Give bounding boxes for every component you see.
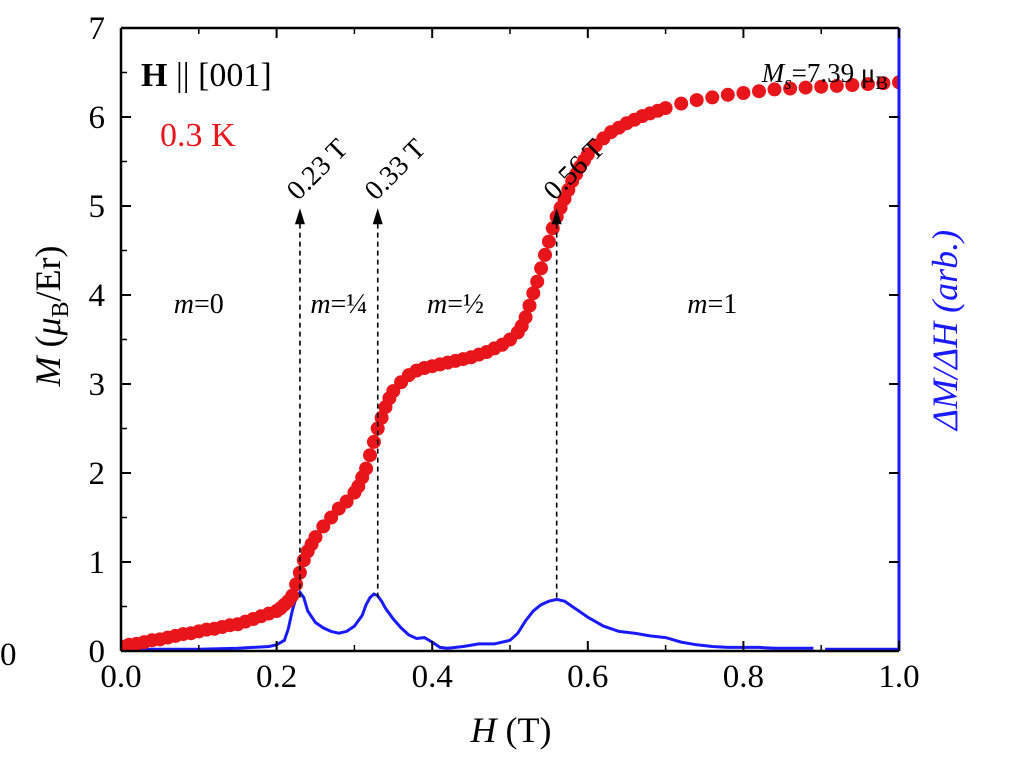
phase-label-0: m=0: [174, 289, 224, 320]
y-tick-label-4: 4: [89, 278, 106, 314]
x-tick-label-5: 1.0: [878, 659, 919, 695]
x-tick-label-2: 0.4: [412, 659, 453, 695]
magnetization-point-68: [538, 247, 552, 262]
magnetization-point-69: [541, 234, 556, 249]
magnetization-point-92: [705, 90, 720, 105]
magnetization-point-103: [876, 76, 891, 91]
temperature-label: 0.3 K: [160, 117, 236, 154]
magnetization-point-63: [518, 310, 533, 325]
magnetization-point-66: [530, 274, 545, 289]
magnetization-point-95: [752, 84, 766, 99]
phase-label-2: m=½: [427, 289, 484, 320]
magnetization-point-64: [522, 298, 537, 313]
transition-label-1: 0.33 T: [359, 133, 432, 206]
x-tick-label-3: 0.6: [567, 659, 608, 695]
magnetization-point-26: [292, 565, 307, 580]
y-tick-label-1: 1: [89, 545, 106, 581]
plot-area: [121, 75, 899, 651]
y-tick-label-6: 6: [89, 100, 106, 136]
x-axis-label: H (T): [470, 710, 552, 750]
magnetization-point-39: [363, 448, 377, 463]
y-tick-label-5: 5: [89, 189, 106, 225]
y-axis-label-right: ΔM/ΔH (arb.): [925, 230, 965, 432]
magnetization-point-104: [892, 75, 899, 90]
magnetization-point-98: [798, 80, 813, 95]
x-tick-label-0: 0.0: [100, 659, 141, 695]
magnetization-point-89: [658, 101, 673, 116]
magnetization-point-94: [736, 86, 751, 100]
magnetization-point-38: [359, 461, 374, 476]
transition-label-0: 0.23 T: [281, 133, 354, 206]
magnetization-point-97: [783, 81, 798, 96]
phase-label-1: m=¼: [310, 289, 367, 320]
x-tick-label-4: 0.8: [723, 659, 764, 695]
magnetization-point-90: [674, 96, 689, 111]
magnetization-point-99: [814, 79, 829, 94]
magnetization-point-102: [860, 77, 875, 92]
right-axis-tick-label-0: 0: [0, 637, 17, 673]
y-tick-label-0: 0: [89, 634, 106, 670]
y-tick-label-7: 7: [89, 11, 106, 47]
transition-arrow-1: [372, 208, 383, 225]
ticks: 0 1 2 3 4 5 6 7 0.0 0.2 0.4 0.6 0.8 1.0: [89, 11, 920, 695]
transition-arrow-0: [294, 208, 305, 225]
saturation-label: Ms=7.39 μB: [761, 58, 888, 94]
transition-arrow-2: [551, 208, 562, 225]
x-tick-label-1: 0.2: [256, 659, 297, 695]
magnetization-point-65: [526, 286, 541, 301]
magnetization-point-101: [845, 78, 860, 92]
y-tick-label-3: 3: [89, 367, 106, 403]
phase-label-3: m=1: [687, 289, 737, 320]
magnetization-point-96: [767, 82, 782, 97]
magnetization-point-40: [366, 434, 381, 449]
magnetization-point-30: [308, 530, 323, 545]
magnetization-point-67: [534, 261, 549, 276]
y-axis-label-left: M (μB/Er): [28, 245, 74, 387]
magnetization-point-100: [829, 78, 844, 93]
transition-label-2: 0.56 T: [538, 133, 611, 206]
magnetization-point-41: [370, 421, 385, 436]
field-direction-label: H || [001]: [141, 57, 272, 94]
magnetization-point-24: [285, 588, 300, 603]
magnetization-point-93: [720, 87, 735, 102]
magnetization-point-91: [689, 93, 704, 108]
y-tick-label-2: 2: [89, 456, 106, 492]
